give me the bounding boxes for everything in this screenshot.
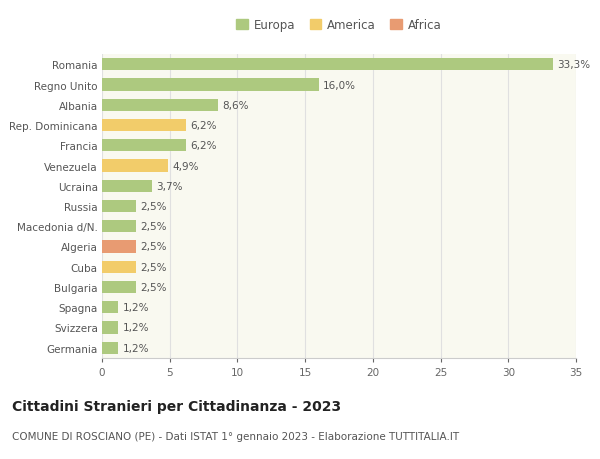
Text: 6,2%: 6,2% [190, 121, 217, 131]
Text: 8,6%: 8,6% [223, 101, 249, 111]
Legend: Europa, America, Africa: Europa, America, Africa [233, 16, 445, 35]
Bar [102, 160, 169, 172]
Bar [102, 261, 136, 273]
Text: 3,7%: 3,7% [156, 181, 182, 191]
Text: 33,3%: 33,3% [557, 60, 590, 70]
Bar [102, 241, 136, 253]
Text: Cittadini Stranieri per Cittadinanza - 2023: Cittadini Stranieri per Cittadinanza - 2… [12, 399, 341, 413]
Bar [102, 302, 118, 313]
Bar [102, 201, 136, 213]
Text: 2,5%: 2,5% [140, 262, 166, 272]
Text: 6,2%: 6,2% [190, 141, 217, 151]
Text: 16,0%: 16,0% [323, 80, 356, 90]
Text: 2,5%: 2,5% [140, 242, 166, 252]
Bar [102, 322, 118, 334]
Bar [102, 281, 136, 293]
Text: 2,5%: 2,5% [140, 282, 166, 292]
Bar [102, 79, 319, 91]
Text: COMUNE DI ROSCIANO (PE) - Dati ISTAT 1° gennaio 2023 - Elaborazione TUTTITALIA.I: COMUNE DI ROSCIANO (PE) - Dati ISTAT 1° … [12, 431, 459, 442]
Bar [102, 100, 218, 112]
Bar [102, 342, 118, 354]
Text: 2,5%: 2,5% [140, 202, 166, 212]
Bar [102, 221, 136, 233]
Bar [102, 120, 186, 132]
Text: 4,9%: 4,9% [172, 161, 199, 171]
Text: 1,2%: 1,2% [122, 302, 149, 313]
Text: 1,2%: 1,2% [122, 343, 149, 353]
Bar [102, 140, 186, 152]
Text: 1,2%: 1,2% [122, 323, 149, 333]
Bar [102, 59, 553, 71]
Text: 2,5%: 2,5% [140, 222, 166, 232]
Bar [102, 180, 152, 192]
